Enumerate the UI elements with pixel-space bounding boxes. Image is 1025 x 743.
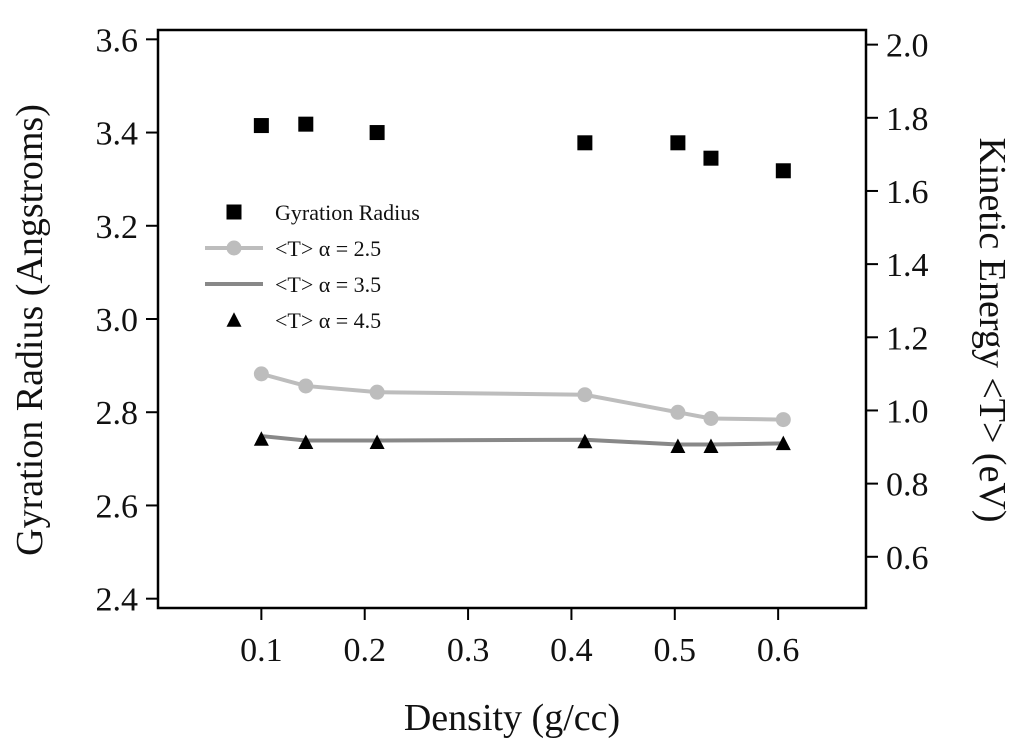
- left-y-tick-label: 3.4: [96, 116, 139, 153]
- data-point: [703, 411, 719, 427]
- x-tick-label: 0.4: [550, 632, 593, 669]
- series-layer: [253, 116, 791, 454]
- right-y-tick-label: 1.6: [886, 174, 929, 211]
- x-tick-label: 0.2: [343, 632, 386, 669]
- legend-marker: [226, 204, 242, 220]
- x-tick-label: 0.5: [654, 632, 697, 669]
- data-point: [253, 118, 269, 134]
- right-y-axis-title: Kinetic Energy <T> (eV): [971, 137, 1013, 522]
- x-tick-label: 0.3: [447, 632, 490, 669]
- data-point: [577, 387, 593, 403]
- series-line: [261, 434, 784, 447]
- legend-marker: [226, 312, 242, 327]
- data-point: [775, 435, 791, 451]
- data-point: [369, 125, 385, 141]
- series-2: [261, 434, 784, 447]
- data-point: [298, 116, 314, 132]
- right-y-tick-label: 1.8: [886, 101, 929, 138]
- legend-label: <T> α = 4.5: [275, 308, 381, 333]
- right-y-tick-label: 1.4: [886, 247, 929, 284]
- data-point: [298, 434, 314, 450]
- legend-label: Gyration Radius: [275, 200, 420, 225]
- left-y-axis-title: Gyration Radius (Angstroms): [9, 104, 51, 556]
- data-point: [775, 412, 791, 428]
- series-1: [253, 366, 791, 428]
- right-y-tick-label: 1.0: [886, 393, 929, 430]
- data-point: [253, 431, 269, 446]
- left-y-tick-label: 2.8: [96, 395, 139, 432]
- x-tick-label: 0.1: [240, 632, 283, 669]
- data-point: [253, 366, 269, 382]
- plot-frame: [156, 28, 868, 610]
- series-3: [253, 431, 791, 454]
- data-point: [670, 404, 686, 420]
- right-y-axis: 0.6 0.8 1.0 1.2 1.4 1.6 1.8 2.0: [866, 28, 929, 577]
- left-y-tick-label: 3.0: [96, 302, 139, 339]
- data-point: [369, 384, 385, 400]
- left-y-tick-label: 3.6: [96, 22, 139, 59]
- left-y-tick-label: 2.6: [96, 488, 139, 525]
- series-line: [260, 371, 784, 422]
- legend-marker: [226, 240, 242, 256]
- left-y-tick-label: 3.2: [96, 209, 139, 246]
- series-0: [253, 116, 791, 179]
- x-axis-title: Density (g/cc): [404, 697, 620, 739]
- right-y-tick-label: 0.6: [886, 540, 929, 577]
- right-y-tick-label: 1.2: [886, 320, 929, 357]
- legend-label: <T> α = 3.5: [275, 272, 381, 297]
- x-tick-label: 0.6: [757, 632, 800, 669]
- data-point: [670, 438, 686, 454]
- data-point: [298, 378, 314, 394]
- x-axis: 0.1 0.2 0.3 0.4 0.5 0.6: [240, 608, 799, 669]
- data-point: [703, 438, 719, 454]
- data-point: [577, 433, 593, 449]
- data-point: [775, 163, 791, 179]
- left-y-axis: 2.4 2.6 2.8 3.0 3.2 3.4 3.6: [96, 22, 158, 619]
- legend-label: <T> α = 2.5: [275, 236, 381, 261]
- data-point: [703, 150, 719, 166]
- legend: Gyration Radius <T> α = 2.5 <T> α = 3.5 <T>…: [205, 200, 420, 333]
- data-point: [369, 434, 385, 450]
- left-y-tick-label: 2.4: [96, 582, 139, 619]
- data-point: [670, 135, 686, 151]
- right-y-tick-label: 2.0: [886, 28, 929, 65]
- right-y-tick-label: 0.8: [886, 467, 929, 504]
- data-point: [577, 135, 593, 151]
